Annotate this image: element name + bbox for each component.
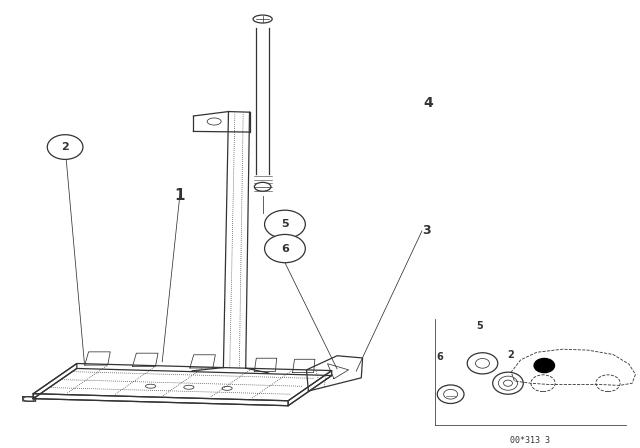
Text: 5: 5 <box>281 219 289 229</box>
Text: 5: 5 <box>476 321 483 331</box>
Circle shape <box>534 358 554 373</box>
Polygon shape <box>288 370 332 406</box>
Text: 4: 4 <box>424 96 433 110</box>
Polygon shape <box>307 356 363 391</box>
Polygon shape <box>33 363 332 401</box>
Polygon shape <box>292 359 315 373</box>
Text: 6: 6 <box>281 244 289 254</box>
Text: 2: 2 <box>61 142 69 152</box>
Polygon shape <box>84 352 110 365</box>
Text: 6: 6 <box>436 352 443 362</box>
Ellipse shape <box>253 15 272 23</box>
Polygon shape <box>23 396 36 401</box>
Text: 00*313 3: 00*313 3 <box>510 436 550 445</box>
Polygon shape <box>190 355 216 368</box>
Ellipse shape <box>437 385 464 404</box>
Polygon shape <box>33 368 332 406</box>
Circle shape <box>264 210 305 238</box>
Polygon shape <box>254 358 276 371</box>
Ellipse shape <box>254 182 271 191</box>
Text: 3: 3 <box>422 224 431 237</box>
Ellipse shape <box>493 372 524 394</box>
Polygon shape <box>33 363 77 399</box>
Ellipse shape <box>467 353 498 374</box>
Text: 2: 2 <box>507 350 514 360</box>
Text: 1: 1 <box>175 188 185 203</box>
Circle shape <box>47 135 83 159</box>
Circle shape <box>264 234 305 263</box>
Polygon shape <box>132 353 158 366</box>
Polygon shape <box>33 394 288 406</box>
